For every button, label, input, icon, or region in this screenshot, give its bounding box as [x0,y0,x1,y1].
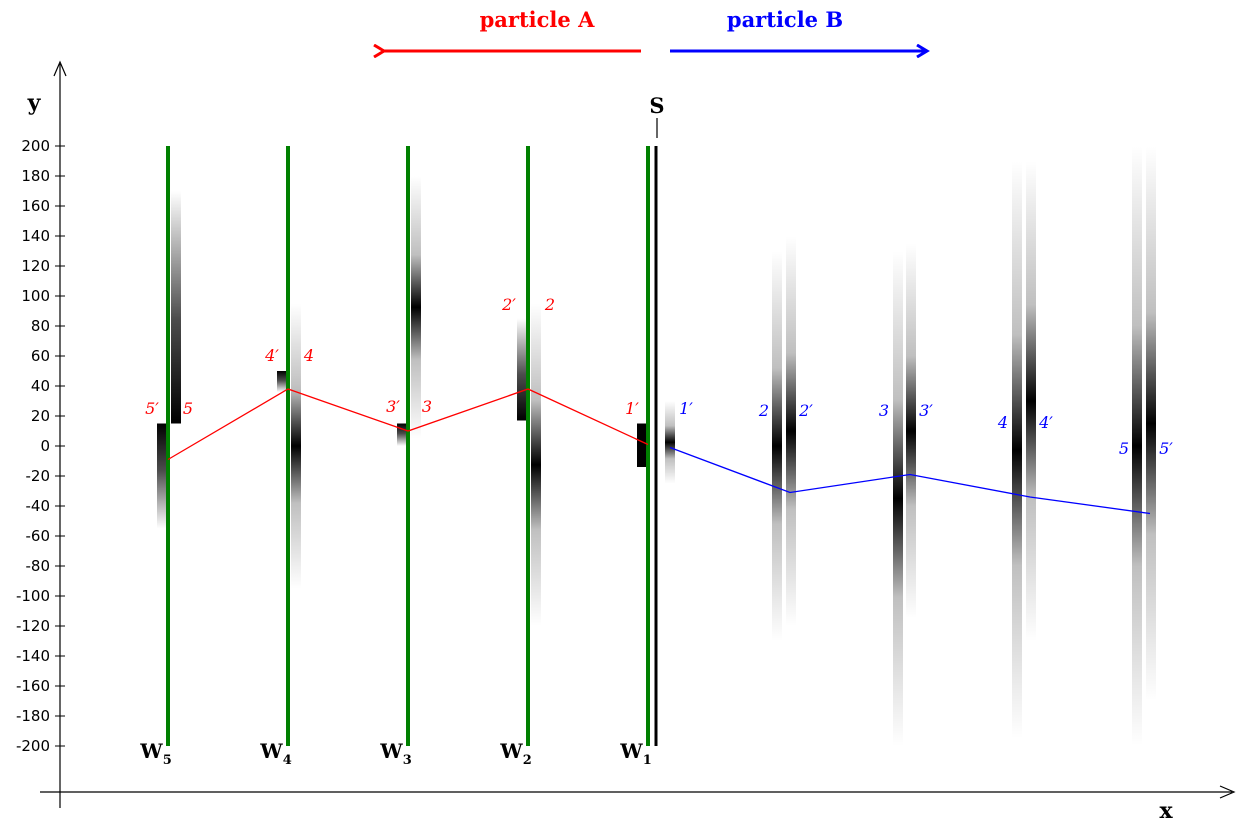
band-a-5-right [171,191,181,424]
y-tick-label: -160 [16,677,50,695]
source-label: S [649,93,664,118]
y-tick-label: -40 [26,497,51,515]
wall-label-3: W3 [379,739,412,768]
header: particle A particle B [384,7,927,51]
band-a-4-right [291,303,301,589]
label-b-4: 4 [997,413,1008,432]
band-a-2-left [517,318,527,421]
axes: y x 200180160140120100806040200-20-40-60… [16,60,1236,823]
y-tick-label: 0 [40,437,50,455]
label-a-2: 2 [544,295,555,314]
band-b-1 [665,401,675,484]
band-a-4-left [277,371,287,392]
particle-b-title: particle B [727,7,843,32]
band-b-5 [1132,146,1142,746]
y-tick-label: 180 [21,167,50,185]
y-tick-label: 80 [31,317,50,335]
band-a-5-left [157,423,167,529]
label-b-5-primed: 5′ [1159,439,1173,458]
wave-bands [157,146,1156,746]
label-a-1-primed: 1′ [625,399,639,418]
band-b-4 [1012,161,1022,739]
y-tick-label: 140 [21,227,50,245]
x-axis-label: x [1159,798,1173,823]
y-axis-label: y [27,90,42,116]
walls: W1 W2 W3 W4 W5 [139,146,658,768]
wall-label-5: W5 [139,739,172,768]
label-b-5: 5 [1119,439,1129,458]
label-a-2-primed: 2′ [501,295,516,314]
label-b-2-primed: 2′ [798,401,813,420]
label-b-1-primed: 1′ [679,399,693,418]
y-tick-label: -200 [16,737,50,755]
y-tick-label: -180 [16,707,50,725]
label-a-5: 5 [183,399,193,418]
band-b-2p [786,236,796,626]
x-axis-arrowhead [1219,785,1236,799]
band-b-3p [906,243,916,619]
band-b-5p [1146,146,1156,701]
trajectory-particle-a [167,388,649,461]
label-a-4-primed: 4′ [264,346,279,365]
band-a-1-left [637,423,647,467]
y-tick-label: -60 [26,527,51,545]
wall-label-2: W2 [499,739,532,768]
band-a-5-white [171,423,181,529]
point-labels: 1′ 2′ 2 3′ 3 4′ 4 5′ 5 1′ 2′ 2 3′ 3 4′ 4 5′ 5 [145,295,1173,458]
y-tick-label: -140 [16,647,50,665]
particle-a-title: particle A [480,7,595,32]
y-tick-label: 60 [31,347,50,365]
label-b-4-primed: 4′ [1038,413,1053,432]
label-b-3-primed: 3′ [919,401,933,420]
trajectories [167,388,1151,515]
y-tick-label: -80 [26,557,51,575]
band-a-3-right [411,176,421,439]
source: S [649,93,665,138]
label-b-2: 2 [758,401,769,420]
wall-label-1: W1 [619,739,652,768]
band-a-3-left [397,423,407,446]
y-tick-label: 40 [31,377,50,395]
label-a-3-primed: 3′ [386,397,400,416]
band-b-2 [772,251,782,641]
y-tick-label: -120 [16,617,50,635]
wall-label-4: W4 [259,739,292,768]
y-tick-label: -100 [16,587,50,605]
label-a-3: 3 [422,397,432,416]
trajectory-particle-b [669,446,1151,515]
band-b-3 [893,251,903,746]
y-tick-label: -20 [26,467,51,485]
y-tick-label: 100 [21,287,50,305]
y-ticks: 200180160140120100806040200-20-40-60-80-… [16,137,65,755]
label-b-3: 3 [879,401,889,420]
y-tick-label: 120 [21,257,50,275]
band-a-2-right [531,303,541,626]
band-b-4p [1026,161,1036,641]
label-a-5-primed: 5′ [145,399,159,418]
y-tick-label: 200 [21,137,50,155]
y-tick-label: 20 [31,407,50,425]
y-tick-label: 160 [21,197,50,215]
label-a-4: 4 [303,346,314,365]
y-axis-arrowhead [53,60,67,77]
